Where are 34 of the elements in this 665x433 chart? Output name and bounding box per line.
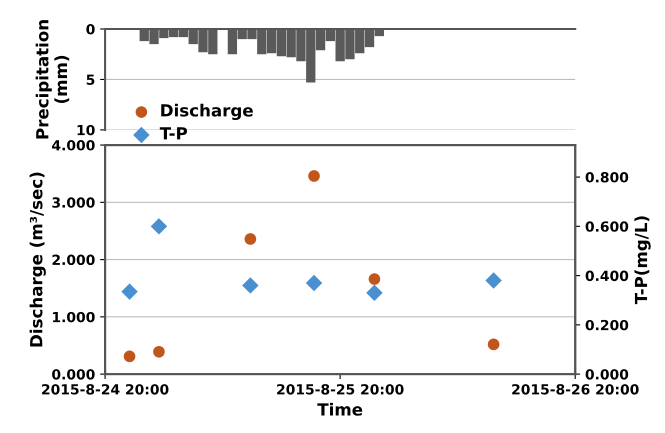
point [368,273,380,285]
point [150,218,168,235]
y2-tick-label: 0.800 [586,172,628,183]
point [121,283,138,300]
legend-label: T-P [160,127,188,140]
y-tick-label: 4.000 [52,140,95,151]
y-tick-label: 0.000 [52,369,95,380]
x-tick-label: 2015-8-26 20:00 [512,384,639,395]
x-tick-label: 2015-8-25 20:00 [277,384,404,395]
y-tick-label: 5 [86,74,94,85]
y-tick-label: 1.000 [52,312,95,322]
x-axis-title: Time [317,402,362,416]
y-tick-label: 10 [78,124,95,136]
point [153,346,165,358]
legend-label: Discharge [161,104,253,120]
point [124,350,136,362]
point [488,338,500,350]
y-axis-title: Precipitation (mm) [36,20,70,139]
x-tick-label: 2015-8-24 20:00 [42,384,169,395]
y2-tick-label: 0.200 [586,320,628,330]
point [242,277,259,294]
point [244,233,256,245]
y2-tick-label: 0.600 [586,221,628,232]
y-tick-label: 3.000 [52,197,95,208]
y2-tick-label: 0.400 [586,270,628,282]
point [306,274,322,292]
y-tick-label: 0 [86,24,95,34]
point [366,284,383,302]
y-tick-label: 2.000 [52,254,95,266]
y2-axis-title: T-P(mg/L) [634,216,651,304]
y2-tick-label: 0.000 [586,369,628,380]
y-axis-title: Discharge (m³/sec) [30,172,46,346]
point [308,170,320,182]
point [485,272,502,289]
